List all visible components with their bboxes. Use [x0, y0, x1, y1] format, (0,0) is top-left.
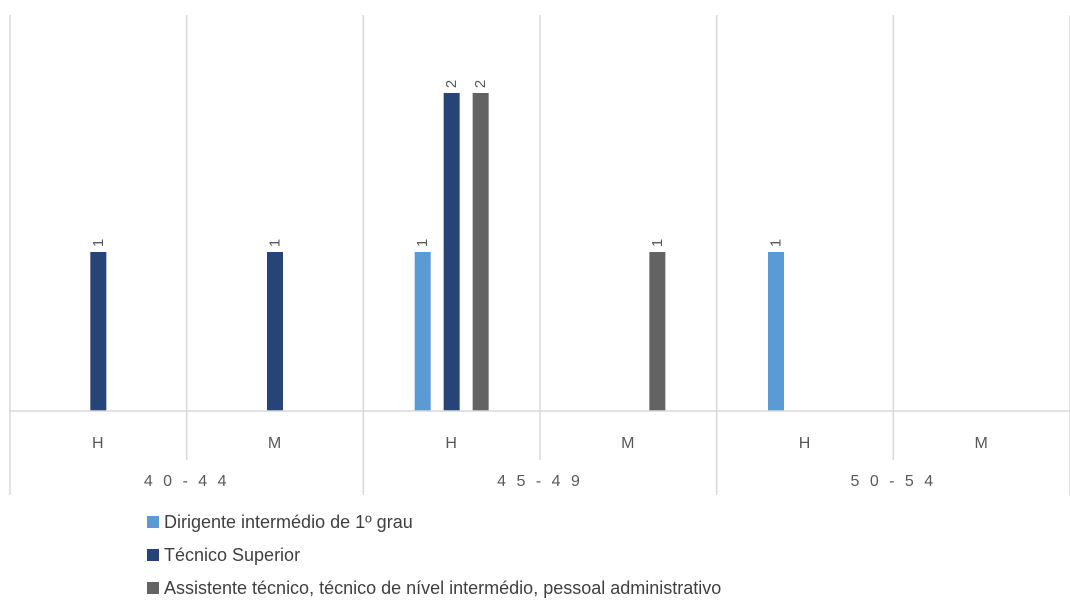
bar: [649, 252, 666, 411]
data-label: 1: [267, 239, 284, 247]
data-label: 1: [768, 239, 785, 247]
legend-label: Técnico Superior: [164, 544, 301, 565]
x-axis: H M H M H M 4 0 - 4 4 4 5 - 4 9 5 0 - 5 4: [10, 410, 1070, 490]
legend: Dirigente intermédio de 1º grau Técnico S…: [147, 510, 721, 609]
data-label: 1: [649, 239, 666, 247]
data-labels: 1 1 1 2 2 1 1: [90, 80, 785, 247]
x-tick-label: H: [445, 435, 458, 452]
data-label: 1: [90, 239, 107, 247]
bar: [443, 93, 460, 411]
legend-swatch: [147, 582, 159, 594]
legend-label: Dirigente intermédio de 1º grau: [164, 511, 413, 532]
x-tick-label: M: [268, 435, 282, 452]
bar: [414, 252, 431, 411]
legend-item: Dirigente intermédio de 1º grau: [147, 510, 721, 534]
legend-swatch: [147, 516, 159, 528]
legend-item: Assistente técnico, técnico de nível int…: [147, 576, 721, 600]
x-tick-label: H: [92, 435, 105, 452]
bar: [267, 252, 283, 411]
bar: [90, 252, 107, 411]
gridlines: [9, 15, 1070, 495]
legend-swatch: [147, 549, 159, 561]
group-label: 5 0 - 5 4: [850, 473, 936, 490]
bars: [90, 93, 784, 411]
data-label: 2: [472, 80, 489, 88]
bar-chart: 1 1 1 2 2 1 1 H M H M H M 4 0 - 4 4 4 5 - 4 9 5 0 - 5 …: [9, 15, 1070, 495]
legend-label: Assistente técnico, técnico de nível int…: [164, 577, 722, 598]
x-tick-label: H: [799, 435, 812, 452]
bar: [768, 252, 784, 411]
x-tick-label: M: [975, 435, 989, 452]
legend-item: Técnico Superior: [147, 543, 721, 567]
group-label: 4 5 - 4 9: [497, 473, 583, 490]
group-label: 4 0 - 4 4: [144, 473, 230, 490]
x-tick-label: M: [621, 435, 635, 452]
data-label: 2: [443, 80, 460, 88]
data-label: 1: [414, 239, 431, 247]
bar: [472, 93, 489, 411]
